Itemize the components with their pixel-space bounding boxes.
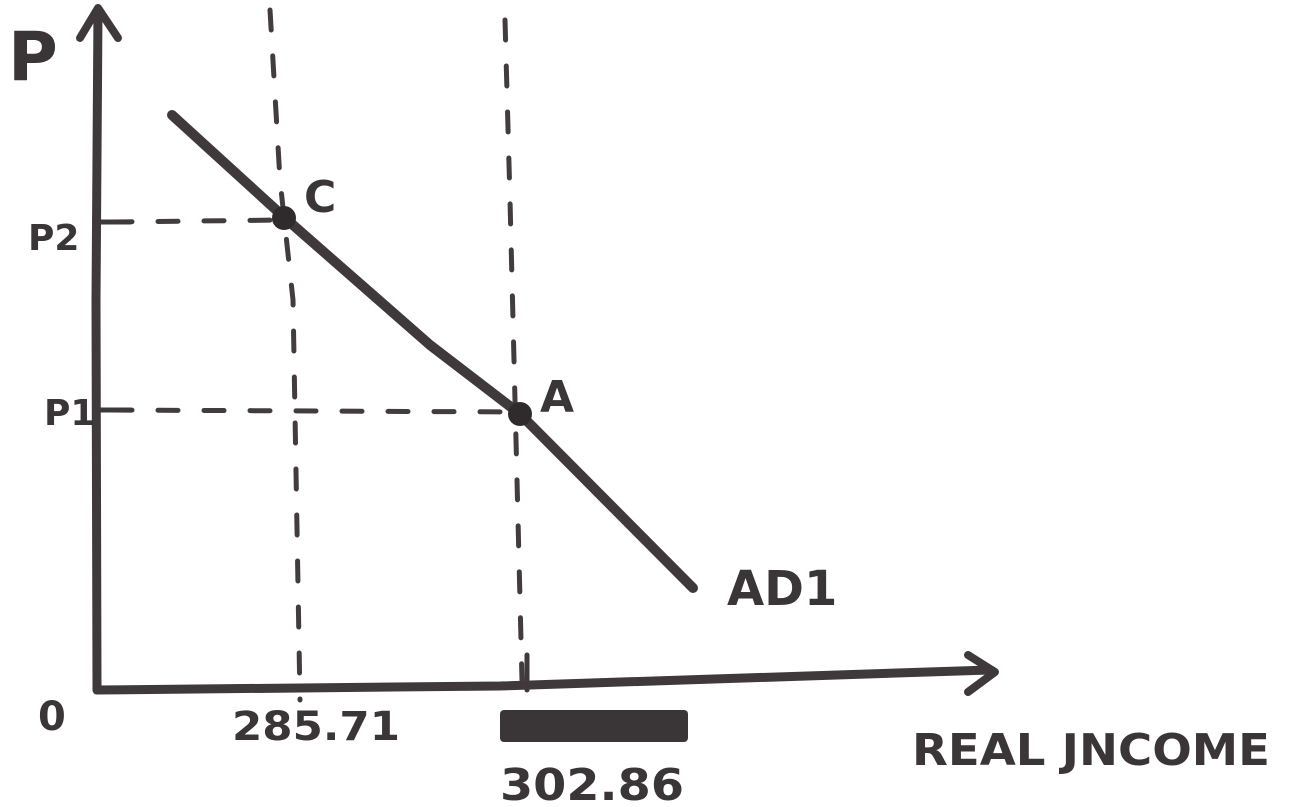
strike-through-scribble	[500, 710, 688, 742]
curve-label-ad1: AD1	[727, 561, 837, 617]
y-axis	[91, 5, 103, 695]
point-a-label: A	[540, 372, 574, 423]
x-tick-label-302-86: 302.86	[500, 760, 684, 807]
horizontal-guide-p1	[109, 407, 523, 415]
vertical-guide-302-86	[502, 17, 525, 683]
x-tick-label-285-71: 285.71	[232, 704, 400, 750]
x-axis	[92, 665, 995, 695]
ad1-curve	[167, 110, 698, 593]
y-axis-label: P	[8, 18, 58, 97]
y-axis-arrowhead	[76, 4, 122, 42]
point-c-label: C	[304, 172, 336, 223]
price-level-p1-label: P1	[44, 393, 95, 434]
point-c-marker	[272, 206, 296, 230]
x-axis-label: REAL JNCOME	[912, 725, 1270, 776]
origin-label: 0	[38, 694, 66, 740]
x-axis-arrowhead	[964, 651, 999, 696]
price-level-p2-label: P2	[28, 218, 79, 259]
vertical-guide-285-71	[267, 7, 303, 703]
point-a-marker	[508, 402, 532, 426]
horizontal-guide-p2	[109, 217, 288, 225]
